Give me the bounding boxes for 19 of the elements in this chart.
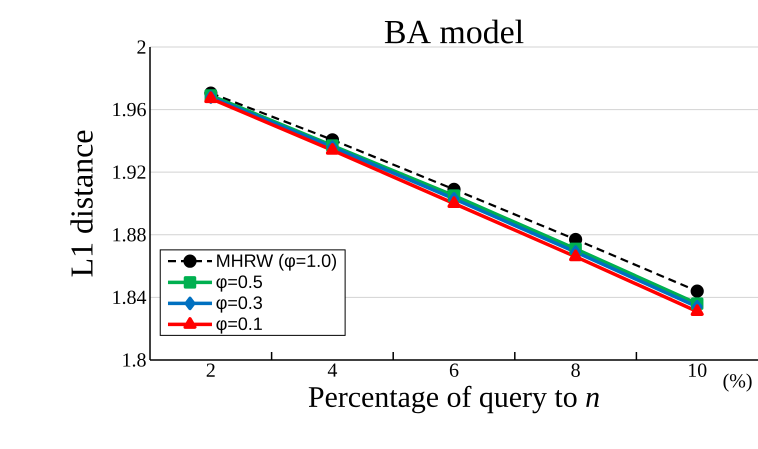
- legend-label: MHRW (φ=1.0): [217, 254, 336, 271]
- x-tick-label: 8: [571, 364, 580, 377]
- y-axis-title: L1 distance: [70, 130, 93, 276]
- x-tick-label: 4: [328, 364, 338, 377]
- y-tick-label: 1.8: [123, 353, 146, 367]
- legend-label: φ=0.1: [216, 317, 262, 334]
- y-tick-label: 1.84: [113, 290, 146, 304]
- legend-label: φ=0.3: [216, 296, 262, 313]
- x-axis-title: Percentage of query to n: [308, 386, 599, 414]
- y-tick-label: 1.88: [113, 228, 146, 242]
- x-tick-label: 6: [450, 364, 458, 377]
- y-tick-label: 1.96: [113, 102, 146, 116]
- x-tick-label: 2: [206, 364, 215, 377]
- y-tick-label: 1.92: [113, 165, 146, 179]
- x-tick-label: 10: [688, 364, 706, 377]
- y-tick-label: 2: [137, 40, 146, 54]
- legend-label: φ=0.5: [216, 275, 262, 292]
- chart-title: BA model: [384, 20, 524, 44]
- text: (%): [723, 374, 752, 392]
